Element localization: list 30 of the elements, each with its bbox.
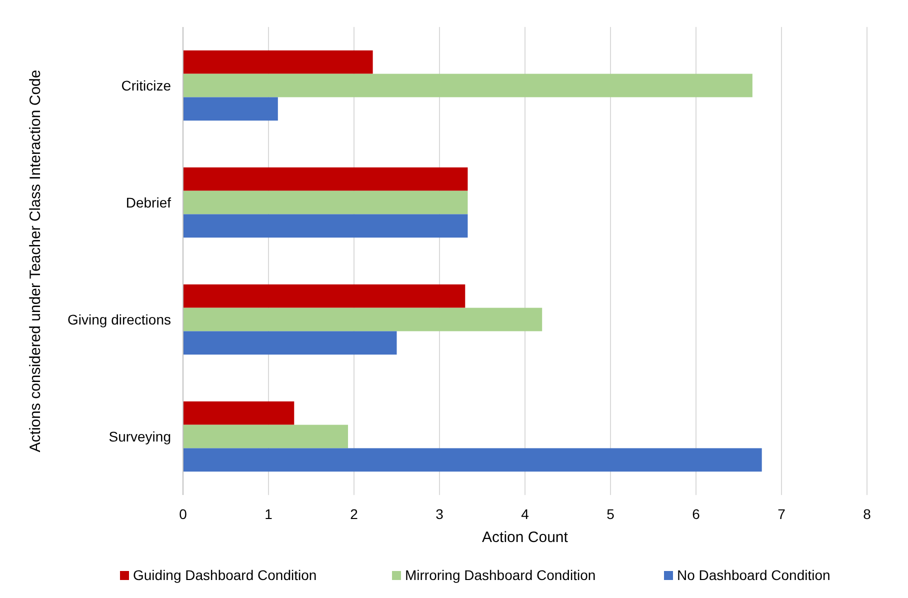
- legend-label: Guiding Dashboard Condition: [133, 567, 317, 583]
- bar: [183, 284, 466, 308]
- x-tick-label: 8: [863, 506, 872, 522]
- bar: [183, 50, 373, 74]
- y-axis-title: Actions considered under Teacher Class Interaction Code: [27, 70, 44, 452]
- legend-label: Mirroring Dashboard Condition: [405, 567, 596, 583]
- bar: [183, 401, 294, 425]
- x-tick-label: 7: [778, 506, 786, 522]
- bar: [183, 214, 468, 238]
- bar: [183, 424, 348, 448]
- legend-label: No Dashboard Condition: [677, 567, 830, 583]
- bar: [183, 448, 762, 472]
- bar: [183, 331, 397, 355]
- x-tick-label: 6: [692, 506, 700, 522]
- bar: [183, 190, 468, 214]
- y-tick-label: Giving directions: [68, 311, 171, 328]
- x-tick-label: 0: [179, 506, 188, 522]
- x-axis-title: Action Count: [482, 529, 569, 546]
- x-tick-label: 4: [521, 506, 530, 522]
- y-tick-label: Debrief: [126, 194, 172, 210]
- x-tick-label: 5: [606, 506, 615, 522]
- x-tick-label: 2: [350, 506, 358, 522]
- bar: [183, 167, 468, 191]
- y-tick-label: Surveying: [108, 428, 171, 444]
- x-tick-label: 1: [264, 506, 273, 522]
- bar: [183, 97, 278, 121]
- bar: [183, 74, 752, 98]
- bar: [183, 308, 542, 332]
- x-tick-label: 3: [436, 506, 444, 522]
- y-tick-label: Criticize: [121, 77, 172, 94]
